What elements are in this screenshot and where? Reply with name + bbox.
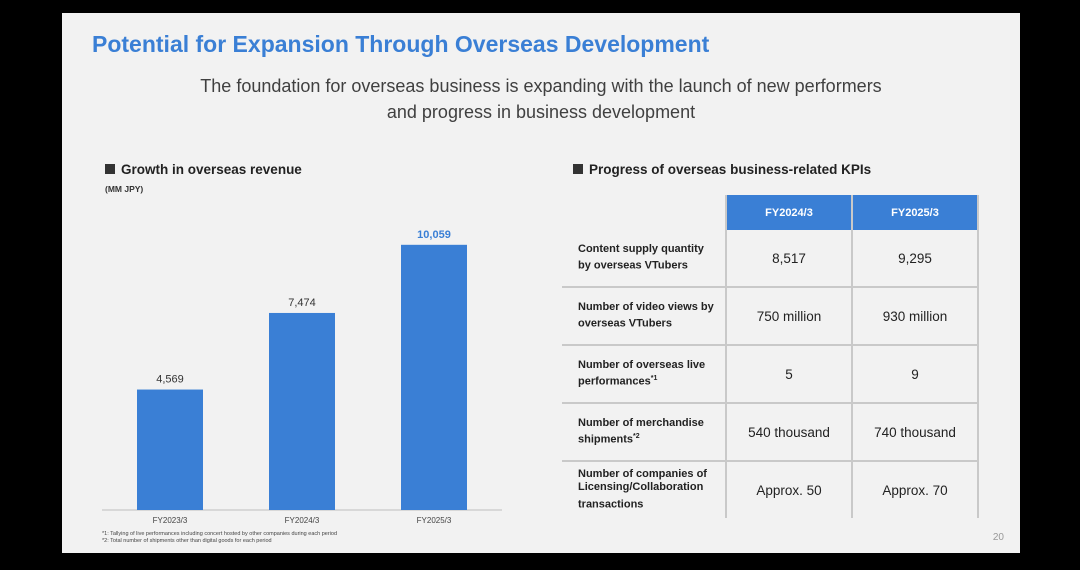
table-row: Number of video views by overseas VTuber…: [562, 286, 979, 346]
x-tick-label: FY2023/3: [153, 516, 188, 525]
chart-unit-label: (MM JPY): [105, 184, 144, 194]
subtitle: The foundation for overseas business is …: [62, 73, 1020, 125]
kpi-heading-text: Progress of overseas business-related KP…: [589, 162, 872, 177]
slide: Potential for Expansion Through Overseas…: [62, 13, 1020, 553]
kpi-col-header: FY2024/3: [725, 195, 853, 230]
kpi-header-blank: [562, 195, 726, 230]
kpi-cell: 750 million: [725, 286, 853, 346]
kpi-cell: 5: [725, 344, 853, 404]
kpi-cell: 9,295: [851, 230, 979, 288]
data-label: 10,059: [417, 229, 451, 241]
kpi-row-label: Number of companies of Licensing/Collabo…: [562, 460, 727, 518]
data-label: 7,474: [288, 297, 316, 309]
kpi-col-header: FY2025/3: [851, 195, 979, 230]
kpi-cell: 930 million: [851, 286, 979, 346]
data-label: 4,569: [156, 374, 184, 386]
kpi-cell: 540 thousand: [725, 402, 853, 462]
table-row: Number of merchandise shipments*2 540 th…: [562, 402, 979, 462]
square-bullet-icon: [105, 164, 115, 174]
x-tick-label: FY2024/3: [285, 516, 320, 525]
footnote-1: *1: Tallying of live performances includ…: [102, 531, 338, 537]
kpi-cell: 8,517: [725, 230, 853, 288]
kpi-header-row: FY2024/3 FY2025/3: [562, 195, 979, 230]
x-tick-label: FY2025/3: [417, 516, 452, 525]
kpi-row-label: Content supply quantity by overseas VTub…: [562, 230, 727, 288]
table-row: Number of overseas live performances*1 5…: [562, 344, 979, 404]
subtitle-line-1: The foundation for overseas business is …: [200, 76, 882, 96]
footnote-2: *2: Total number of shipments other than…: [102, 538, 272, 544]
kpi-row-label: Number of merchandise shipments*2: [562, 402, 727, 462]
square-bullet-icon: [573, 164, 583, 174]
kpi-cell: 9: [851, 344, 979, 404]
kpi-table: FY2024/3 FY2025/3 Content supply quantit…: [562, 195, 979, 518]
revenue-heading-text: Growth in overseas revenue: [121, 162, 302, 177]
page-number: 20: [992, 532, 1004, 543]
revenue-section-heading: Growth in overseas revenue: [105, 162, 302, 177]
kpi-section-heading: Progress of overseas business-related KP…: [573, 162, 871, 177]
kpi-cell: Approx. 70: [851, 460, 979, 518]
kpi-row-label: Number of video views by overseas VTuber…: [562, 286, 727, 346]
kpi-cell: 740 thousand: [851, 402, 979, 462]
kpi-cell: Approx. 50: [725, 460, 853, 518]
bar-FY2023/3: [137, 389, 203, 510]
table-row: Number of companies of Licensing/Collabo…: [562, 460, 979, 518]
table-row: Content supply quantity by overseas VTub…: [562, 230, 979, 288]
kpi-row-label: Number of overseas live performances*1: [562, 344, 727, 404]
subtitle-line-2: and progress in business development: [386, 102, 696, 122]
bar-FY2024/3: [269, 312, 335, 510]
revenue-bar-chart: 4,569 FY2023/3 7,474 FY2024/3 10,059 FY2025/3: [102, 229, 502, 525]
bar-FY2025/3: [401, 244, 467, 511]
page-title: Potential for Expansion Through Overseas…: [92, 31, 710, 57]
